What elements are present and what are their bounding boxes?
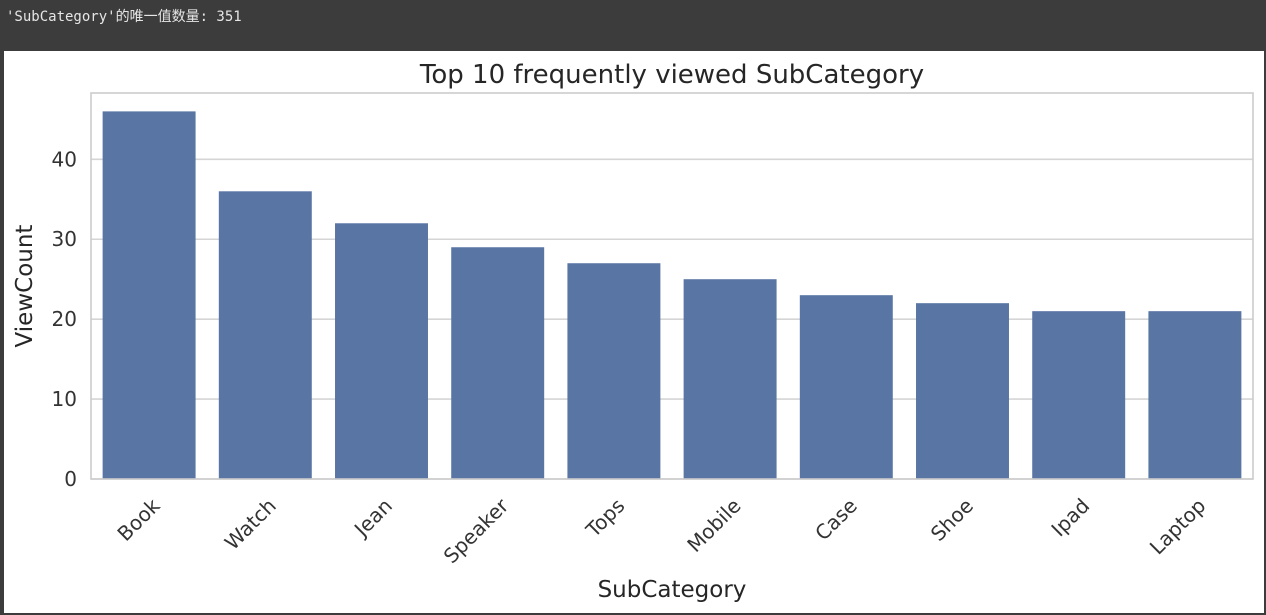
y-axis-title: ViewCount — [12, 225, 38, 348]
x-tick-label-laptop: Laptop — [1145, 494, 1211, 560]
x-tick-label-jean: Jean — [348, 494, 397, 543]
x-tick-label-book: Book — [112, 493, 164, 545]
y-tick-label: 20 — [52, 307, 77, 331]
bar-laptop — [1148, 311, 1242, 479]
bar-ipad — [1032, 311, 1126, 479]
bars — [102, 111, 1242, 479]
y-tick-label: 30 — [52, 227, 77, 251]
bar-tops — [567, 263, 661, 479]
bar-chart: Top 10 frequently viewed SubCategory 0 10… — [12, 60, 1254, 603]
bar-mobile — [683, 279, 777, 479]
x-tick-label-speaker: Speaker — [439, 493, 514, 568]
plot-frame — [90, 92, 1254, 480]
x-axis-ticks: Book Watch Jean Speaker Tops Mobile Case Shoe Ip… — [112, 493, 1210, 568]
bar-watch — [218, 191, 312, 479]
y-tick-label: 40 — [52, 147, 77, 171]
x-tick-label-watch: Watch — [220, 494, 281, 555]
bar-jean — [335, 223, 428, 479]
y-tick-label: 0 — [64, 467, 77, 491]
console-output-line: 'SubCategory'的唯一值数量: 351 — [6, 9, 242, 25]
bar-speaker — [451, 247, 545, 479]
bar-shoe — [916, 303, 1009, 479]
y-axis-ticks: 0 10 20 30 40 — [52, 147, 77, 491]
x-axis-title: SubCategory — [598, 577, 747, 603]
x-tick-label-mobile: Mobile — [682, 494, 745, 557]
bar-book — [102, 111, 196, 479]
x-tick-label-ipad: Ipad — [1046, 494, 1094, 542]
x-tick-label-tops: Tops — [581, 494, 630, 543]
bar-case — [799, 295, 893, 479]
chart-title: Top 10 frequently viewed SubCategory — [419, 60, 924, 90]
chart-figure: Top 10 frequently viewed SubCategory 0 10… — [4, 51, 1264, 613]
y-tick-label: 10 — [52, 387, 77, 411]
x-tick-label-case: Case — [810, 494, 862, 546]
x-tick-label-shoe: Shoe — [926, 494, 978, 546]
